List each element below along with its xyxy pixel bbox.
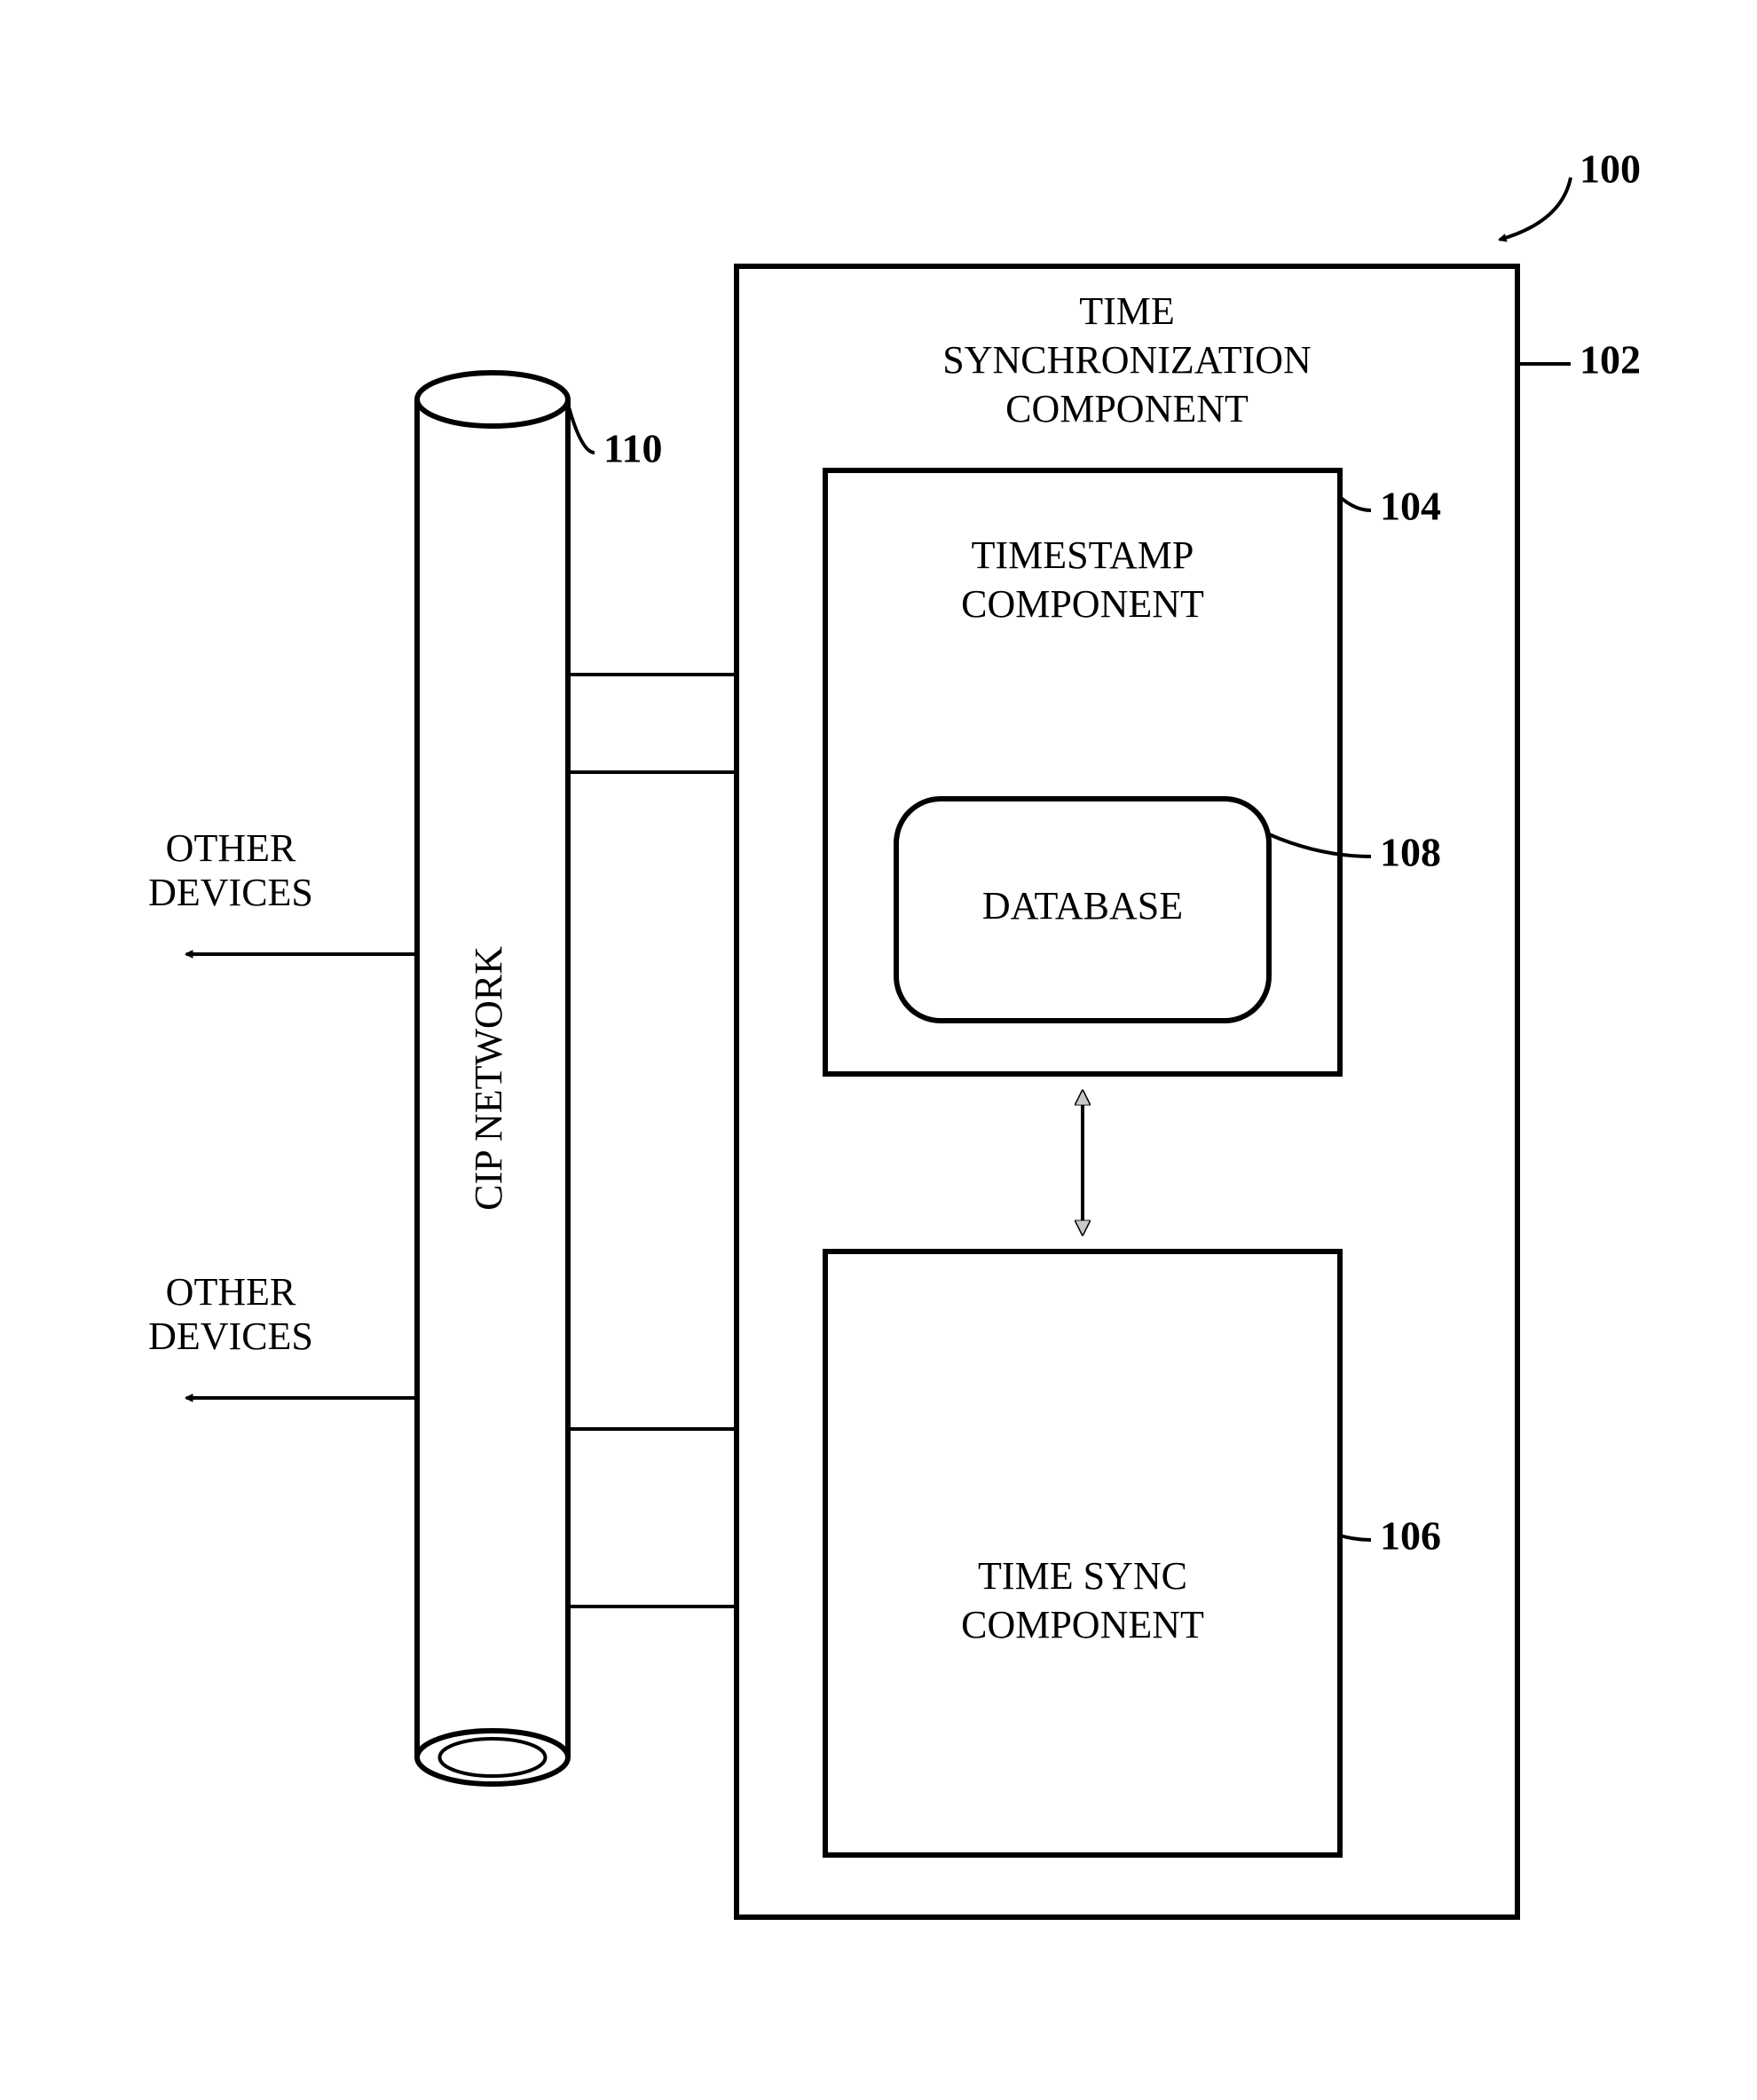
svg-text:102: 102 (1580, 337, 1641, 383)
outer-title-1: TIME (1079, 289, 1175, 333)
outer-title-2: SYNCHRONIZATION (942, 338, 1312, 382)
other-devices-lower-2: DEVICES (148, 1314, 313, 1358)
ref-100-leader (1500, 178, 1571, 240)
leader-104 (1340, 497, 1371, 510)
database-label: DATABASE (982, 884, 1183, 928)
leader-106 (1340, 1536, 1371, 1540)
callout-110: 110 (603, 426, 662, 471)
leader-110 (568, 404, 595, 453)
other-devices-upper-1: OTHER (166, 826, 296, 870)
cip-network-label: CIP NETWORK (467, 946, 510, 1211)
callout-104: 104 (1380, 484, 1441, 529)
svg-text:110: 110 (603, 426, 662, 471)
callout-108: 108 (1380, 830, 1441, 875)
svg-text:104: 104 (1380, 484, 1441, 529)
timesync-label-1: TIME SYNC (978, 1554, 1187, 1598)
outer-title-3: COMPONENT (1005, 387, 1249, 430)
svg-text:100: 100 (1580, 146, 1641, 192)
timestamp-label-2: COMPONENT (961, 582, 1204, 626)
callout-102: 102 (1580, 337, 1641, 383)
leader-108 (1269, 834, 1371, 857)
other-devices-upper-2: DEVICES (148, 871, 313, 914)
callout-106: 106 (1380, 1513, 1441, 1559)
timestamp-label-1: TIMESTAMP (972, 533, 1194, 577)
timesync-label-2: COMPONENT (961, 1603, 1204, 1646)
time-sync-component-box (825, 1251, 1340, 1855)
svg-text:106: 106 (1380, 1513, 1441, 1559)
other-devices-lower-1: OTHER (166, 1270, 296, 1314)
svg-text:108: 108 (1380, 830, 1441, 875)
callout-100: 100 (1580, 146, 1641, 192)
